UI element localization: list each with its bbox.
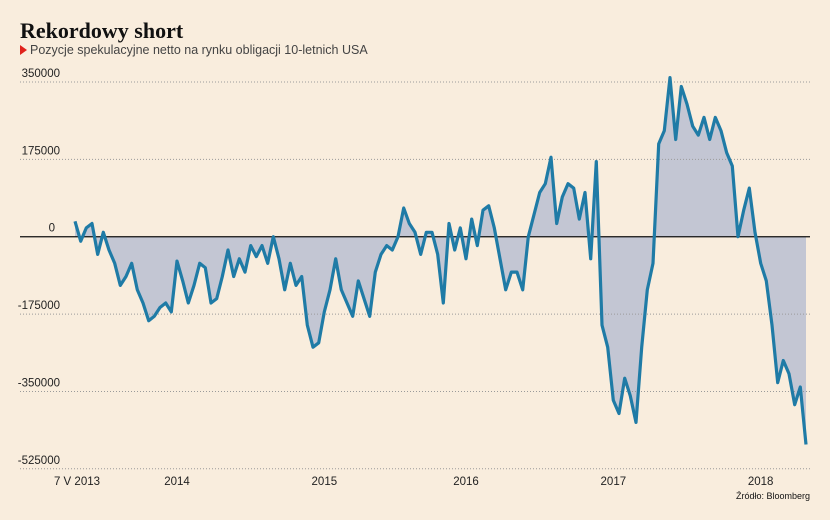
x-tick-label: 7 V 2013: [54, 476, 100, 488]
x-tick-label: 2017: [601, 476, 627, 488]
y-tick-label: -175000: [18, 300, 60, 312]
area: [75, 77, 806, 445]
y-tick-label: 350000: [22, 68, 60, 80]
x-tick-label: 2014: [164, 476, 190, 488]
y-tick-label: 175000: [22, 145, 60, 157]
source: Źródło: Bloomberg: [736, 491, 810, 501]
x-tick-label: 2018: [748, 476, 774, 488]
y-tick-label: -350000: [18, 377, 60, 389]
y-tick-label: 0: [49, 223, 55, 235]
x-tick-label: 2015: [312, 476, 338, 488]
line: [73, 76, 808, 445]
subtitle-marker: [20, 45, 27, 55]
x-tick-label: 2016: [453, 476, 479, 488]
chart-subtitle: Pozycje spekulacyjne netto na rynku obli…: [30, 43, 368, 57]
y-tick-label: -525000: [18, 455, 60, 467]
chart-title: Rekordowy short: [20, 18, 184, 43]
